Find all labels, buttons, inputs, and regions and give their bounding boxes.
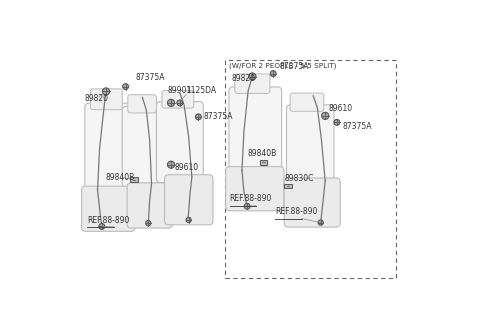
FancyBboxPatch shape [162, 91, 194, 108]
Circle shape [168, 161, 175, 168]
Circle shape [146, 221, 151, 226]
FancyBboxPatch shape [229, 87, 282, 174]
Circle shape [318, 220, 323, 225]
FancyBboxPatch shape [82, 186, 135, 231]
Text: REF.88-890: REF.88-890 [87, 215, 130, 225]
FancyBboxPatch shape [165, 175, 213, 225]
Bar [284, 184, 292, 189]
Circle shape [334, 119, 340, 125]
Text: 87375A: 87375A [337, 122, 372, 131]
FancyBboxPatch shape [128, 95, 156, 113]
Circle shape [249, 73, 256, 80]
Circle shape [244, 203, 250, 209]
Bar [226, 60, 396, 278]
Text: REF.88-890: REF.88-890 [275, 207, 317, 216]
Text: 89830C: 89830C [285, 174, 314, 186]
Text: 87375A: 87375A [273, 62, 309, 73]
FancyBboxPatch shape [90, 89, 122, 110]
Text: 89840B: 89840B [105, 173, 134, 182]
Text: 89901: 89901 [168, 86, 192, 101]
FancyBboxPatch shape [287, 105, 334, 186]
Text: 89840B: 89840B [247, 149, 276, 162]
Text: 89610: 89610 [171, 163, 198, 172]
FancyBboxPatch shape [122, 106, 164, 187]
Circle shape [168, 99, 175, 106]
Circle shape [99, 223, 105, 229]
Text: 87375A: 87375A [128, 73, 165, 86]
Circle shape [122, 84, 129, 90]
Circle shape [177, 100, 183, 106]
FancyBboxPatch shape [235, 74, 270, 93]
Circle shape [102, 88, 109, 95]
Bar [131, 177, 138, 182]
Circle shape [186, 217, 191, 222]
FancyBboxPatch shape [127, 183, 172, 228]
Text: REF.88-890: REF.88-890 [229, 195, 272, 203]
FancyBboxPatch shape [290, 93, 324, 111]
Circle shape [270, 71, 276, 76]
FancyBboxPatch shape [85, 103, 130, 194]
Circle shape [195, 114, 201, 120]
FancyBboxPatch shape [156, 102, 203, 183]
Text: 87375A: 87375A [198, 112, 233, 121]
Text: 89820: 89820 [84, 93, 108, 103]
Circle shape [322, 112, 329, 119]
Text: 1125DA: 1125DA [186, 86, 216, 95]
FancyBboxPatch shape [226, 167, 284, 211]
FancyBboxPatch shape [284, 178, 340, 227]
Bar [260, 160, 267, 165]
Text: (W/FOR 2 PEOPLE - 5:5 SPLIT): (W/FOR 2 PEOPLE - 5:5 SPLIT) [229, 62, 336, 69]
Text: 89610: 89610 [325, 104, 353, 116]
Text: 89820: 89820 [231, 74, 255, 83]
